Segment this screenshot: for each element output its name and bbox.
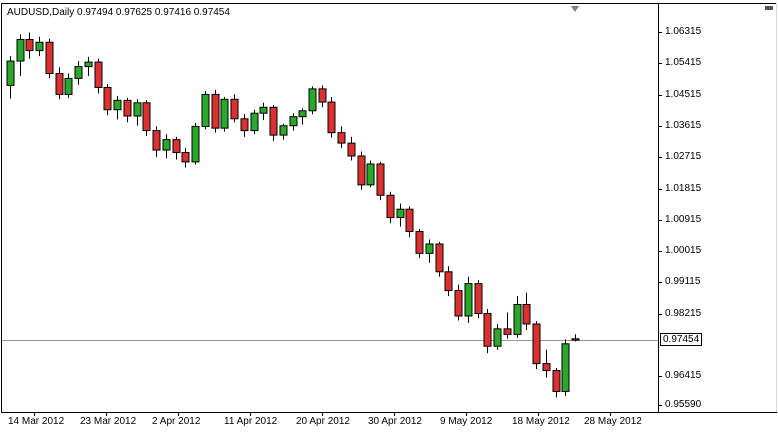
- price-scale-label: 0.98215: [665, 307, 702, 319]
- bull-candle-body: [493, 328, 502, 347]
- bull-candle-body: [308, 88, 317, 112]
- price-scale-label: 1.00015: [665, 245, 702, 257]
- bear-candle-body: [552, 370, 561, 392]
- bear-candle-body: [542, 363, 551, 372]
- bear-candle-body: [25, 38, 34, 52]
- bull-candle-body: [396, 208, 405, 219]
- price-scale-label: 1.02715: [665, 151, 702, 163]
- bear-candle-body: [172, 139, 181, 154]
- bull-candle-body: [561, 343, 570, 392]
- bear-candle-body: [318, 88, 327, 103]
- time-scale-label: 18 May 2012: [512, 416, 570, 427]
- bull-candle-body: [84, 61, 93, 68]
- bull-candle-body: [250, 112, 259, 132]
- bull-candle-body: [279, 125, 288, 136]
- window-corner-glyph: [765, 6, 773, 10]
- time-scale[interactable]: 14 Mar 2012 23 Mar 2012 2 Apr 2012 11 Apr 2…: [0, 414, 778, 430]
- bear-candle-body: [503, 328, 512, 335]
- chart-shift-marker-icon: [571, 6, 579, 12]
- bull-candle-body: [464, 283, 473, 317]
- price-scale-label: 0.99115: [665, 276, 701, 288]
- time-scale-label: 11 Apr 2012: [224, 416, 278, 427]
- price-scale-label: 1.00915: [665, 213, 702, 225]
- bear-candle-body: [337, 132, 346, 144]
- price-scale-label: 1.05415: [665, 57, 702, 69]
- bull-candle-body: [6, 60, 15, 86]
- bear-candle-body: [357, 155, 366, 186]
- bear-candle-body: [376, 163, 385, 196]
- bull-candle-body: [289, 116, 298, 127]
- time-scale-label: 9 May 2012: [440, 416, 493, 427]
- bull-candle-body: [133, 102, 142, 117]
- bull-candle-body: [113, 99, 122, 111]
- bear-candle-body: [142, 102, 151, 132]
- price-scale-label: 1.06315: [665, 26, 702, 37]
- bull-candle-body: [513, 303, 522, 335]
- price-scale-label: 1.04515: [665, 88, 702, 100]
- bear-candle-body: [327, 101, 336, 134]
- bull-candle-body: [35, 41, 44, 52]
- price-scale-label: 1.01815: [665, 182, 702, 194]
- bear-candle-body: [94, 61, 103, 88]
- bear-candle-body: [444, 271, 453, 292]
- price-scale[interactable]: 1.06315 1.05415 1.04515 1.03615 1.02715 1.018…: [663, 0, 775, 432]
- bear-candle-body: [415, 230, 424, 254]
- bear-candle-body: [269, 106, 278, 136]
- bear-candle-body: [45, 41, 54, 75]
- time-scale-label: 20 Apr 2012: [296, 416, 350, 427]
- bear-candle-body: [181, 152, 190, 163]
- chart-symbol-ohlc-label: AUDUSD,Daily 0.97494 0.97625 0.97416 0.9…: [7, 7, 230, 18]
- bull-candle-body: [64, 77, 73, 95]
- time-scale-label: 14 Mar 2012: [8, 416, 65, 427]
- bear-candle-body: [454, 290, 463, 317]
- bear-candle-body: [571, 338, 580, 341]
- bear-candle-body: [103, 86, 112, 111]
- time-scale-label: 23 Mar 2012: [80, 416, 137, 427]
- price-scale-label: 0.96415: [665, 370, 702, 382]
- bear-candle-body: [405, 208, 414, 232]
- bear-candle-body: [522, 303, 531, 325]
- bear-candle-body: [55, 73, 64, 95]
- bull-candle-body: [16, 38, 25, 62]
- bear-candle-body: [474, 283, 483, 315]
- time-scale-label: 2 Apr 2012: [152, 416, 201, 427]
- bear-candle-body: [347, 142, 356, 157]
- time-scale-label: 30 Apr 2012: [368, 416, 422, 427]
- price-scale-label: 0.95590: [665, 399, 702, 410]
- price-scale-label: 1.03615: [665, 119, 702, 131]
- bear-candle-body: [532, 323, 541, 365]
- current-price-value: 0.97454: [663, 334, 700, 346]
- bear-candle-body: [435, 243, 444, 273]
- bear-candle-body: [123, 99, 132, 117]
- bear-candle-body: [483, 313, 492, 347]
- bull-candle-body: [259, 106, 268, 114]
- bull-candle-body: [425, 243, 434, 254]
- bull-candle-body: [74, 66, 83, 79]
- bull-candle-body: [162, 139, 171, 151]
- current-price-tag: 0.97454: [660, 333, 703, 347]
- bear-candle-body: [152, 130, 161, 151]
- bear-candle-body: [211, 93, 220, 129]
- bear-candle-body: [386, 194, 395, 219]
- bear-candle-body: [240, 118, 249, 132]
- bull-candle-body: [366, 163, 375, 186]
- bull-candle-body: [220, 98, 229, 129]
- bull-candle-body: [298, 110, 307, 118]
- bull-candle-body: [201, 93, 210, 127]
- time-scale-label: 28 May 2012: [584, 416, 642, 427]
- bear-candle-body: [230, 98, 239, 120]
- bull-candle-body: [191, 125, 200, 163]
